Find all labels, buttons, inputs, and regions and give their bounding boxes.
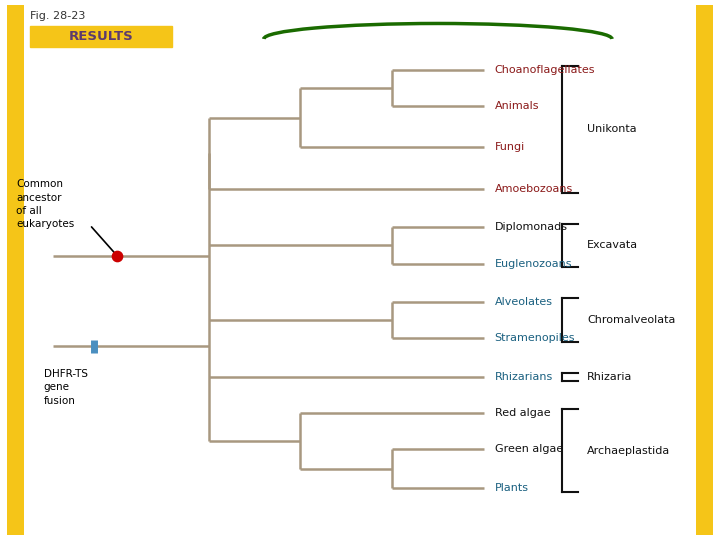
- Text: RESULTS: RESULTS: [69, 30, 134, 43]
- Text: Rhizarians: Rhizarians: [495, 372, 553, 382]
- Text: Choanoflagellates: Choanoflagellates: [495, 65, 595, 75]
- Text: Fig. 28-23: Fig. 28-23: [30, 11, 86, 21]
- Text: Animals: Animals: [495, 101, 539, 111]
- Bar: [7, 5, 24, 535]
- Text: Alveolates: Alveolates: [495, 297, 553, 307]
- Text: Stramenopiles: Stramenopiles: [495, 333, 575, 343]
- Point: [112, 252, 123, 260]
- Bar: [696, 5, 715, 535]
- Text: Archaeplastida: Archaeplastida: [588, 446, 670, 456]
- Text: Rhizaria: Rhizaria: [588, 372, 633, 382]
- Text: Unikonta: Unikonta: [588, 124, 637, 134]
- Text: Plants: Plants: [495, 483, 528, 493]
- Text: Excavata: Excavata: [588, 240, 639, 251]
- Text: DHFR-TS
gene
fusion: DHFR-TS gene fusion: [44, 369, 88, 406]
- Text: Red algae: Red algae: [495, 408, 550, 418]
- Text: Amoebozoans: Amoebozoans: [495, 184, 573, 194]
- FancyBboxPatch shape: [30, 26, 172, 46]
- Text: Euglenozoans: Euglenozoans: [495, 259, 572, 268]
- Text: Green algae: Green algae: [495, 444, 563, 455]
- Text: Fungi: Fungi: [495, 143, 525, 152]
- Text: Diplomonads: Diplomonads: [495, 222, 567, 232]
- Text: Common
ancestor
of all
eukaryotes: Common ancestor of all eukaryotes: [17, 179, 75, 229]
- Text: Chromalveolata: Chromalveolata: [588, 315, 675, 325]
